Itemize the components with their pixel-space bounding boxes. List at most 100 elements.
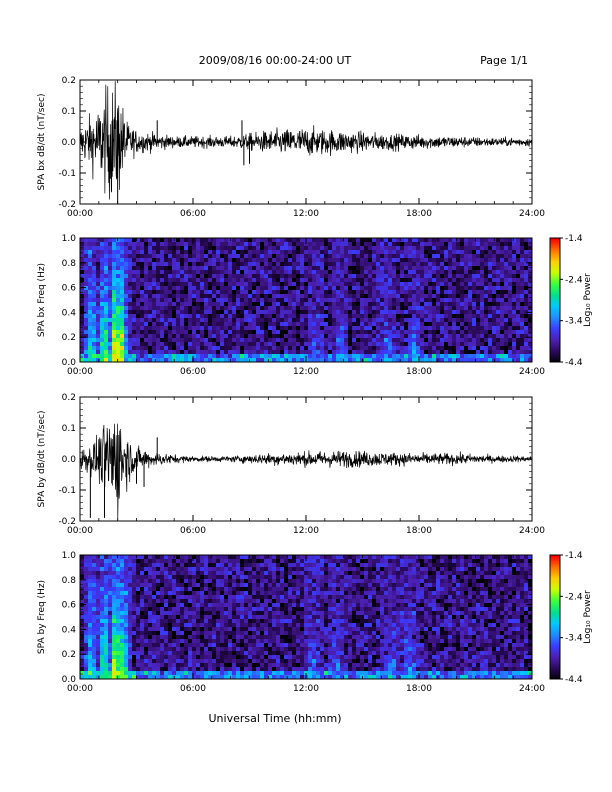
spectrogram-cell: [412, 322, 417, 327]
spectrogram-cell: [524, 342, 529, 347]
spectrogram-cell: [160, 607, 165, 612]
spectrogram-cell: [104, 631, 109, 636]
spectrogram-cell: [368, 282, 373, 287]
spectrogram-cell: [428, 350, 433, 355]
spectrogram-cell: [452, 278, 457, 283]
spectrogram-cell: [356, 278, 361, 283]
spectrogram-cell: [200, 238, 205, 243]
spectrogram-cell: [384, 302, 389, 307]
spectrogram-cell: [84, 266, 89, 271]
spectrogram-cell: [160, 242, 165, 247]
spectrogram-cell: [112, 627, 117, 632]
spectrogram-cell: [492, 302, 497, 307]
spectrogram-cell: [112, 294, 117, 299]
spectrogram-cell: [144, 302, 149, 307]
spectrogram-cell: [164, 667, 169, 672]
spectrogram-cell: [240, 322, 245, 327]
spectrogram-cell: [224, 294, 229, 299]
spectrogram-cell: [452, 310, 457, 315]
spectrogram-cell: [320, 350, 325, 355]
spectrogram-cell: [168, 603, 173, 608]
spectrogram-cell: [412, 354, 417, 359]
spectrogram-cell: [516, 266, 521, 271]
spectrogram-cell: [196, 242, 201, 247]
spectrogram-cell: [340, 306, 345, 311]
bx-dbdt-trace: [79, 81, 533, 204]
spectrogram-cell: [124, 579, 129, 584]
spectrogram-cell: [368, 278, 373, 283]
spectrogram-cell: [84, 274, 89, 279]
spectrogram-cell: [404, 326, 409, 331]
spectrogram-cell: [376, 306, 381, 311]
spectrogram-cell: [360, 250, 365, 255]
spectrogram-cell: [340, 330, 345, 335]
spectrogram-cell: [212, 334, 217, 339]
spectrogram-cell: [388, 342, 393, 347]
spectrogram-cell: [168, 262, 173, 267]
spectrogram-cell: [496, 302, 501, 307]
spectrogram-cell: [500, 334, 505, 339]
spectrogram-cell: [124, 350, 129, 355]
spectrogram-cell: [88, 575, 93, 580]
spectrogram-cell: [164, 595, 169, 600]
spectrogram-cell: [300, 322, 305, 327]
spectrogram-cell: [192, 623, 197, 628]
spectrogram-cell: [372, 266, 377, 271]
spectrogram-cell: [112, 330, 117, 335]
spectrogram-cell: [348, 334, 353, 339]
spectrogram-cell: [288, 322, 293, 327]
spectrogram-cell: [252, 338, 257, 343]
spectrogram-cell: [316, 294, 321, 299]
spectrogram-cell: [300, 270, 305, 275]
spectrogram-cell: [380, 246, 385, 251]
spectrogram-cell: [444, 270, 449, 275]
spectrogram-cell: [208, 338, 213, 343]
spectrogram-cell: [120, 342, 125, 347]
spectrogram-cell: [280, 250, 285, 255]
spectrogram-cell: [436, 290, 441, 295]
spectrogram-cell: [80, 571, 85, 576]
spectrogram-cell: [424, 290, 429, 295]
spectrogram-cell: [84, 298, 89, 303]
spectrogram-cell: [452, 350, 457, 355]
spectrogram-cell: [112, 238, 117, 243]
spectrogram-cell: [408, 270, 413, 275]
spectrogram-cell: [180, 659, 185, 664]
spectrogram-cell: [248, 250, 253, 255]
spectrogram-cell: [424, 338, 429, 343]
spectrogram-cell: [160, 314, 165, 319]
spectrogram-cell: [112, 583, 117, 588]
spectrogram-cell: [468, 346, 473, 351]
spectrogram-cell: [192, 242, 197, 247]
spectrogram-cell: [136, 659, 141, 664]
spectrogram-cell: [92, 615, 97, 620]
spectrogram-cell: [424, 294, 429, 299]
spectrogram-cell: [316, 286, 321, 291]
spectrogram-cell: [308, 270, 313, 275]
spectrogram-cell: [148, 611, 153, 616]
spectrogram-cell: [520, 294, 525, 299]
spectrogram-cell: [436, 322, 441, 327]
spectrogram-cell: [212, 667, 217, 672]
spectrogram-cell: [140, 611, 145, 616]
spectrogram-cell: [480, 258, 485, 263]
spectrogram-cell: [196, 302, 201, 307]
spectrogram-cell: [268, 262, 273, 267]
spectrogram-cell: [480, 282, 485, 287]
spectrogram-cell: [452, 314, 457, 319]
spectrogram-cell: [272, 254, 277, 259]
spectrogram-cell: [440, 246, 445, 251]
spectrogram-cell: [456, 322, 461, 327]
spectrogram-cell: [444, 306, 449, 311]
colorbar-swatch: [550, 273, 560, 276]
spectrogram-cell: [512, 266, 517, 271]
spectrogram-cell: [112, 358, 117, 363]
spectrogram-cell: [368, 354, 373, 359]
spectrogram-cell: [204, 567, 209, 572]
spectrogram-cell: [180, 254, 185, 259]
spectrogram-cell: [152, 314, 157, 319]
spectrogram-cell: [292, 338, 297, 343]
spectrogram-cell: [92, 346, 97, 351]
spectrogram-cell: [384, 286, 389, 291]
spectrogram-cell: [496, 306, 501, 311]
